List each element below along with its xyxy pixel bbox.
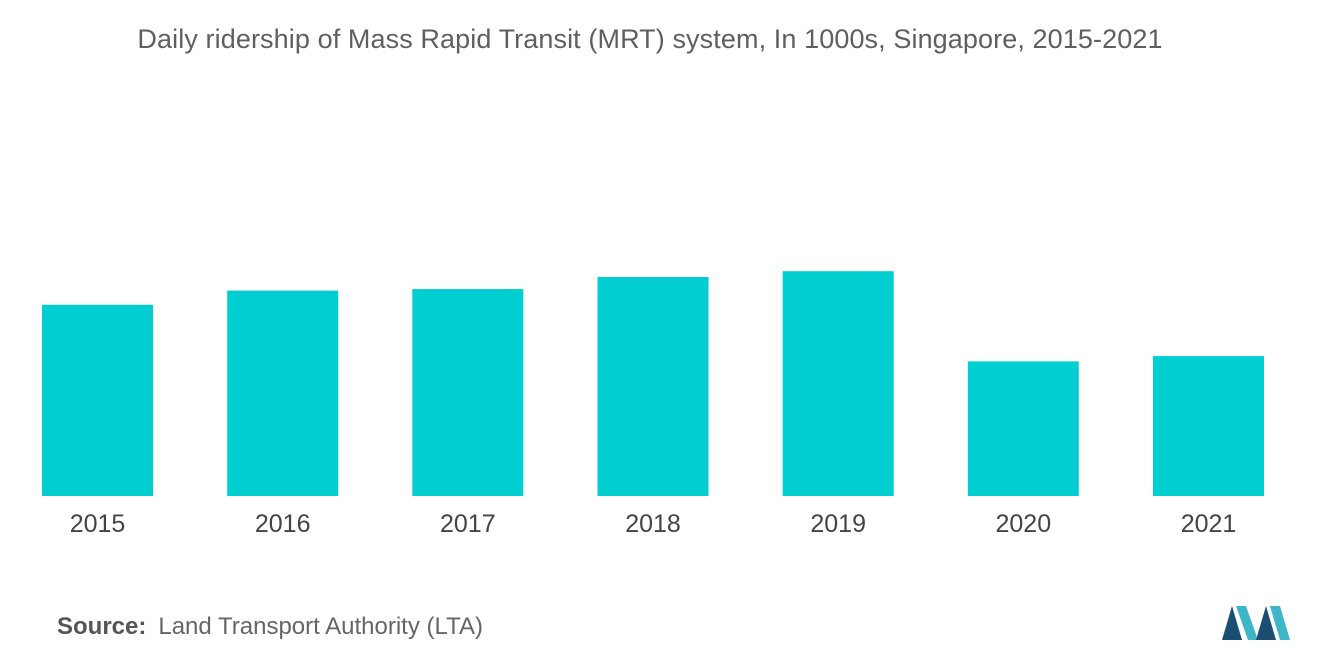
chart-title: Daily ridership of Mass Rapid Transit (M… [137, 24, 1163, 54]
x-tick-labels: 2015 2016 2017 2018 2019 2020 2021 [70, 510, 1237, 538]
bar-2016 [227, 290, 339, 496]
mordor-intelligence-logo-icon [1222, 606, 1290, 640]
source-label: Source: [57, 613, 147, 640]
x-tick-label-2021: 2021 [1181, 510, 1237, 538]
source-note: Source: Land Transport Authority (LTA) [57, 613, 483, 641]
bar-2019 [782, 271, 894, 496]
x-tick-label-2016: 2016 [255, 510, 311, 538]
x-tick-label-2020: 2020 [995, 510, 1051, 538]
bar-2017 [412, 289, 524, 496]
bar-2021 [1153, 356, 1264, 496]
x-tick-label-2015: 2015 [70, 510, 126, 538]
x-tick-label-2019: 2019 [810, 510, 866, 538]
source-text: Land Transport Authority (LTA) [158, 613, 483, 640]
x-tick-label-2018: 2018 [625, 510, 681, 538]
bar-2015 [42, 304, 153, 496]
bars-group [42, 271, 1264, 496]
x-tick-label-2017: 2017 [440, 510, 496, 538]
bar-2018 [597, 277, 709, 496]
bar-2020 [967, 361, 1079, 496]
